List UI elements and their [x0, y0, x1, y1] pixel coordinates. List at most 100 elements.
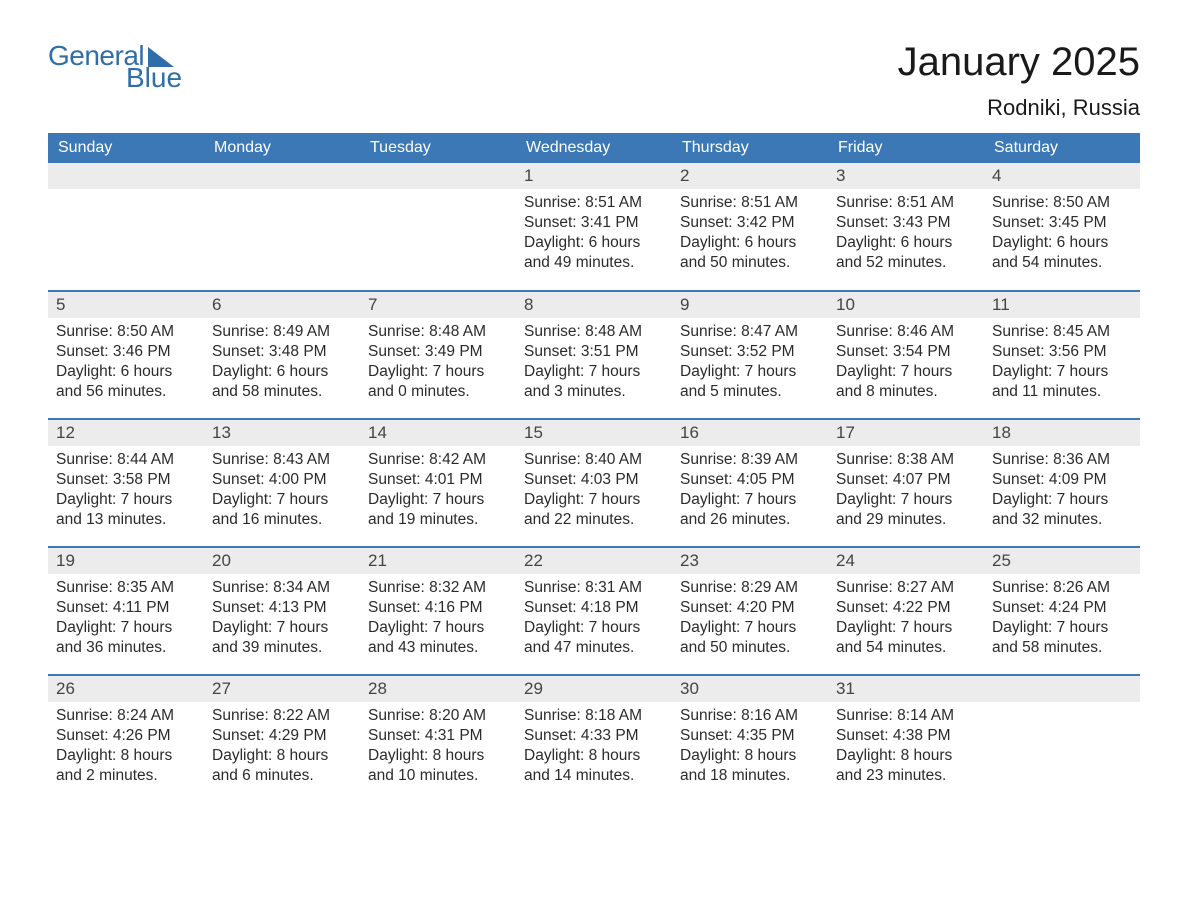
- calendar-day-cell: 13Sunrise: 8:43 AMSunset: 4:00 PMDayligh…: [204, 419, 360, 547]
- day-number: 16: [672, 420, 828, 446]
- calendar-day-cell: 9Sunrise: 8:47 AMSunset: 3:52 PMDaylight…: [672, 291, 828, 419]
- day-details: Sunrise: 8:36 AMSunset: 4:09 PMDaylight:…: [984, 446, 1140, 539]
- day-number: 12: [48, 420, 204, 446]
- day-number: 15: [516, 420, 672, 446]
- day-details: Sunrise: 8:39 AMSunset: 4:05 PMDaylight:…: [672, 446, 828, 539]
- day-details: Sunrise: 8:35 AMSunset: 4:11 PMDaylight:…: [48, 574, 204, 667]
- calendar-day-cell: 24Sunrise: 8:27 AMSunset: 4:22 PMDayligh…: [828, 547, 984, 675]
- day-details: Sunrise: 8:40 AMSunset: 4:03 PMDaylight:…: [516, 446, 672, 539]
- weekday-header: Saturday: [984, 133, 1140, 163]
- day-number: 23: [672, 548, 828, 574]
- day-details: Sunrise: 8:51 AMSunset: 3:42 PMDaylight:…: [672, 189, 828, 282]
- day-number: 22: [516, 548, 672, 574]
- day-details: Sunrise: 8:18 AMSunset: 4:33 PMDaylight:…: [516, 702, 672, 795]
- calendar-empty-cell: [48, 163, 204, 291]
- calendar-day-cell: 1Sunrise: 8:51 AMSunset: 3:41 PMDaylight…: [516, 163, 672, 291]
- day-number: 19: [48, 548, 204, 574]
- calendar-day-cell: 25Sunrise: 8:26 AMSunset: 4:24 PMDayligh…: [984, 547, 1140, 675]
- calendar-day-cell: 12Sunrise: 8:44 AMSunset: 3:58 PMDayligh…: [48, 419, 204, 547]
- day-number: 13: [204, 420, 360, 446]
- day-number: 6: [204, 292, 360, 318]
- day-details: Sunrise: 8:22 AMSunset: 4:29 PMDaylight:…: [204, 702, 360, 795]
- day-number: 9: [672, 292, 828, 318]
- calendar-day-cell: 16Sunrise: 8:39 AMSunset: 4:05 PMDayligh…: [672, 419, 828, 547]
- day-number: 21: [360, 548, 516, 574]
- calendar-week-row: 12Sunrise: 8:44 AMSunset: 3:58 PMDayligh…: [48, 419, 1140, 547]
- calendar-body: 1Sunrise: 8:51 AMSunset: 3:41 PMDaylight…: [48, 163, 1140, 803]
- day-details: Sunrise: 8:49 AMSunset: 3:48 PMDaylight:…: [204, 318, 360, 411]
- day-details: Sunrise: 8:27 AMSunset: 4:22 PMDaylight:…: [828, 574, 984, 667]
- calendar-day-cell: 27Sunrise: 8:22 AMSunset: 4:29 PMDayligh…: [204, 675, 360, 803]
- calendar-week-row: 1Sunrise: 8:51 AMSunset: 3:41 PMDaylight…: [48, 163, 1140, 291]
- day-number: 17: [828, 420, 984, 446]
- day-details: Sunrise: 8:42 AMSunset: 4:01 PMDaylight:…: [360, 446, 516, 539]
- calendar-day-cell: 6Sunrise: 8:49 AMSunset: 3:48 PMDaylight…: [204, 291, 360, 419]
- day-number: [204, 163, 360, 189]
- day-number: 25: [984, 548, 1140, 574]
- weekday-header: Tuesday: [360, 133, 516, 163]
- calendar-day-cell: 22Sunrise: 8:31 AMSunset: 4:18 PMDayligh…: [516, 547, 672, 675]
- calendar-table: SundayMondayTuesdayWednesdayThursdayFrid…: [48, 133, 1140, 803]
- day-number: [48, 163, 204, 189]
- day-number: 26: [48, 676, 204, 702]
- day-details: Sunrise: 8:51 AMSunset: 3:43 PMDaylight:…: [828, 189, 984, 282]
- calendar-day-cell: 26Sunrise: 8:24 AMSunset: 4:26 PMDayligh…: [48, 675, 204, 803]
- calendar-day-cell: 11Sunrise: 8:45 AMSunset: 3:56 PMDayligh…: [984, 291, 1140, 419]
- logo: General Blue: [48, 40, 182, 94]
- calendar-day-cell: 18Sunrise: 8:36 AMSunset: 4:09 PMDayligh…: [984, 419, 1140, 547]
- calendar-day-cell: 31Sunrise: 8:14 AMSunset: 4:38 PMDayligh…: [828, 675, 984, 803]
- day-number: 5: [48, 292, 204, 318]
- day-number: 11: [984, 292, 1140, 318]
- sail-icon: [148, 47, 174, 67]
- day-number: 4: [984, 163, 1140, 189]
- weekday-header: Wednesday: [516, 133, 672, 163]
- day-number: 3: [828, 163, 984, 189]
- calendar-day-cell: 10Sunrise: 8:46 AMSunset: 3:54 PMDayligh…: [828, 291, 984, 419]
- day-details: Sunrise: 8:50 AMSunset: 3:45 PMDaylight:…: [984, 189, 1140, 282]
- day-details: Sunrise: 8:34 AMSunset: 4:13 PMDaylight:…: [204, 574, 360, 667]
- day-number: 10: [828, 292, 984, 318]
- day-number: 14: [360, 420, 516, 446]
- day-details: Sunrise: 8:29 AMSunset: 4:20 PMDaylight:…: [672, 574, 828, 667]
- calendar-day-cell: 4Sunrise: 8:50 AMSunset: 3:45 PMDaylight…: [984, 163, 1140, 291]
- calendar-day-cell: 29Sunrise: 8:18 AMSunset: 4:33 PMDayligh…: [516, 675, 672, 803]
- day-details: Sunrise: 8:16 AMSunset: 4:35 PMDaylight:…: [672, 702, 828, 795]
- calendar-day-cell: 3Sunrise: 8:51 AMSunset: 3:43 PMDaylight…: [828, 163, 984, 291]
- day-details: Sunrise: 8:48 AMSunset: 3:51 PMDaylight:…: [516, 318, 672, 411]
- day-details: Sunrise: 8:31 AMSunset: 4:18 PMDaylight:…: [516, 574, 672, 667]
- day-details: Sunrise: 8:24 AMSunset: 4:26 PMDaylight:…: [48, 702, 204, 795]
- calendar-day-cell: 5Sunrise: 8:50 AMSunset: 3:46 PMDaylight…: [48, 291, 204, 419]
- calendar-week-row: 26Sunrise: 8:24 AMSunset: 4:26 PMDayligh…: [48, 675, 1140, 803]
- day-number: 24: [828, 548, 984, 574]
- calendar-day-cell: 7Sunrise: 8:48 AMSunset: 3:49 PMDaylight…: [360, 291, 516, 419]
- day-number: 30: [672, 676, 828, 702]
- month-title: January 2025: [898, 40, 1140, 85]
- day-details: Sunrise: 8:44 AMSunset: 3:58 PMDaylight:…: [48, 446, 204, 539]
- day-number: 7: [360, 292, 516, 318]
- day-details: Sunrise: 8:45 AMSunset: 3:56 PMDaylight:…: [984, 318, 1140, 411]
- calendar-day-cell: 20Sunrise: 8:34 AMSunset: 4:13 PMDayligh…: [204, 547, 360, 675]
- calendar-empty-cell: [360, 163, 516, 291]
- day-details: Sunrise: 8:43 AMSunset: 4:00 PMDaylight:…: [204, 446, 360, 539]
- calendar-week-row: 19Sunrise: 8:35 AMSunset: 4:11 PMDayligh…: [48, 547, 1140, 675]
- day-number: [984, 676, 1140, 702]
- day-details: Sunrise: 8:51 AMSunset: 3:41 PMDaylight:…: [516, 189, 672, 282]
- calendar-day-cell: 21Sunrise: 8:32 AMSunset: 4:16 PMDayligh…: [360, 547, 516, 675]
- calendar-day-cell: 23Sunrise: 8:29 AMSunset: 4:20 PMDayligh…: [672, 547, 828, 675]
- day-details: Sunrise: 8:47 AMSunset: 3:52 PMDaylight:…: [672, 318, 828, 411]
- day-number: 28: [360, 676, 516, 702]
- weekday-header: Friday: [828, 133, 984, 163]
- weekday-header: Sunday: [48, 133, 204, 163]
- day-number: 1: [516, 163, 672, 189]
- calendar-header-row: SundayMondayTuesdayWednesdayThursdayFrid…: [48, 133, 1140, 163]
- calendar-empty-cell: [984, 675, 1140, 803]
- day-details: Sunrise: 8:26 AMSunset: 4:24 PMDaylight:…: [984, 574, 1140, 667]
- page-header: General Blue January 2025 Rodniki, Russi…: [48, 40, 1140, 121]
- calendar-day-cell: 14Sunrise: 8:42 AMSunset: 4:01 PMDayligh…: [360, 419, 516, 547]
- day-number: 27: [204, 676, 360, 702]
- day-number: 29: [516, 676, 672, 702]
- day-details: Sunrise: 8:38 AMSunset: 4:07 PMDaylight:…: [828, 446, 984, 539]
- day-details: Sunrise: 8:50 AMSunset: 3:46 PMDaylight:…: [48, 318, 204, 411]
- day-number: 8: [516, 292, 672, 318]
- day-number: 18: [984, 420, 1140, 446]
